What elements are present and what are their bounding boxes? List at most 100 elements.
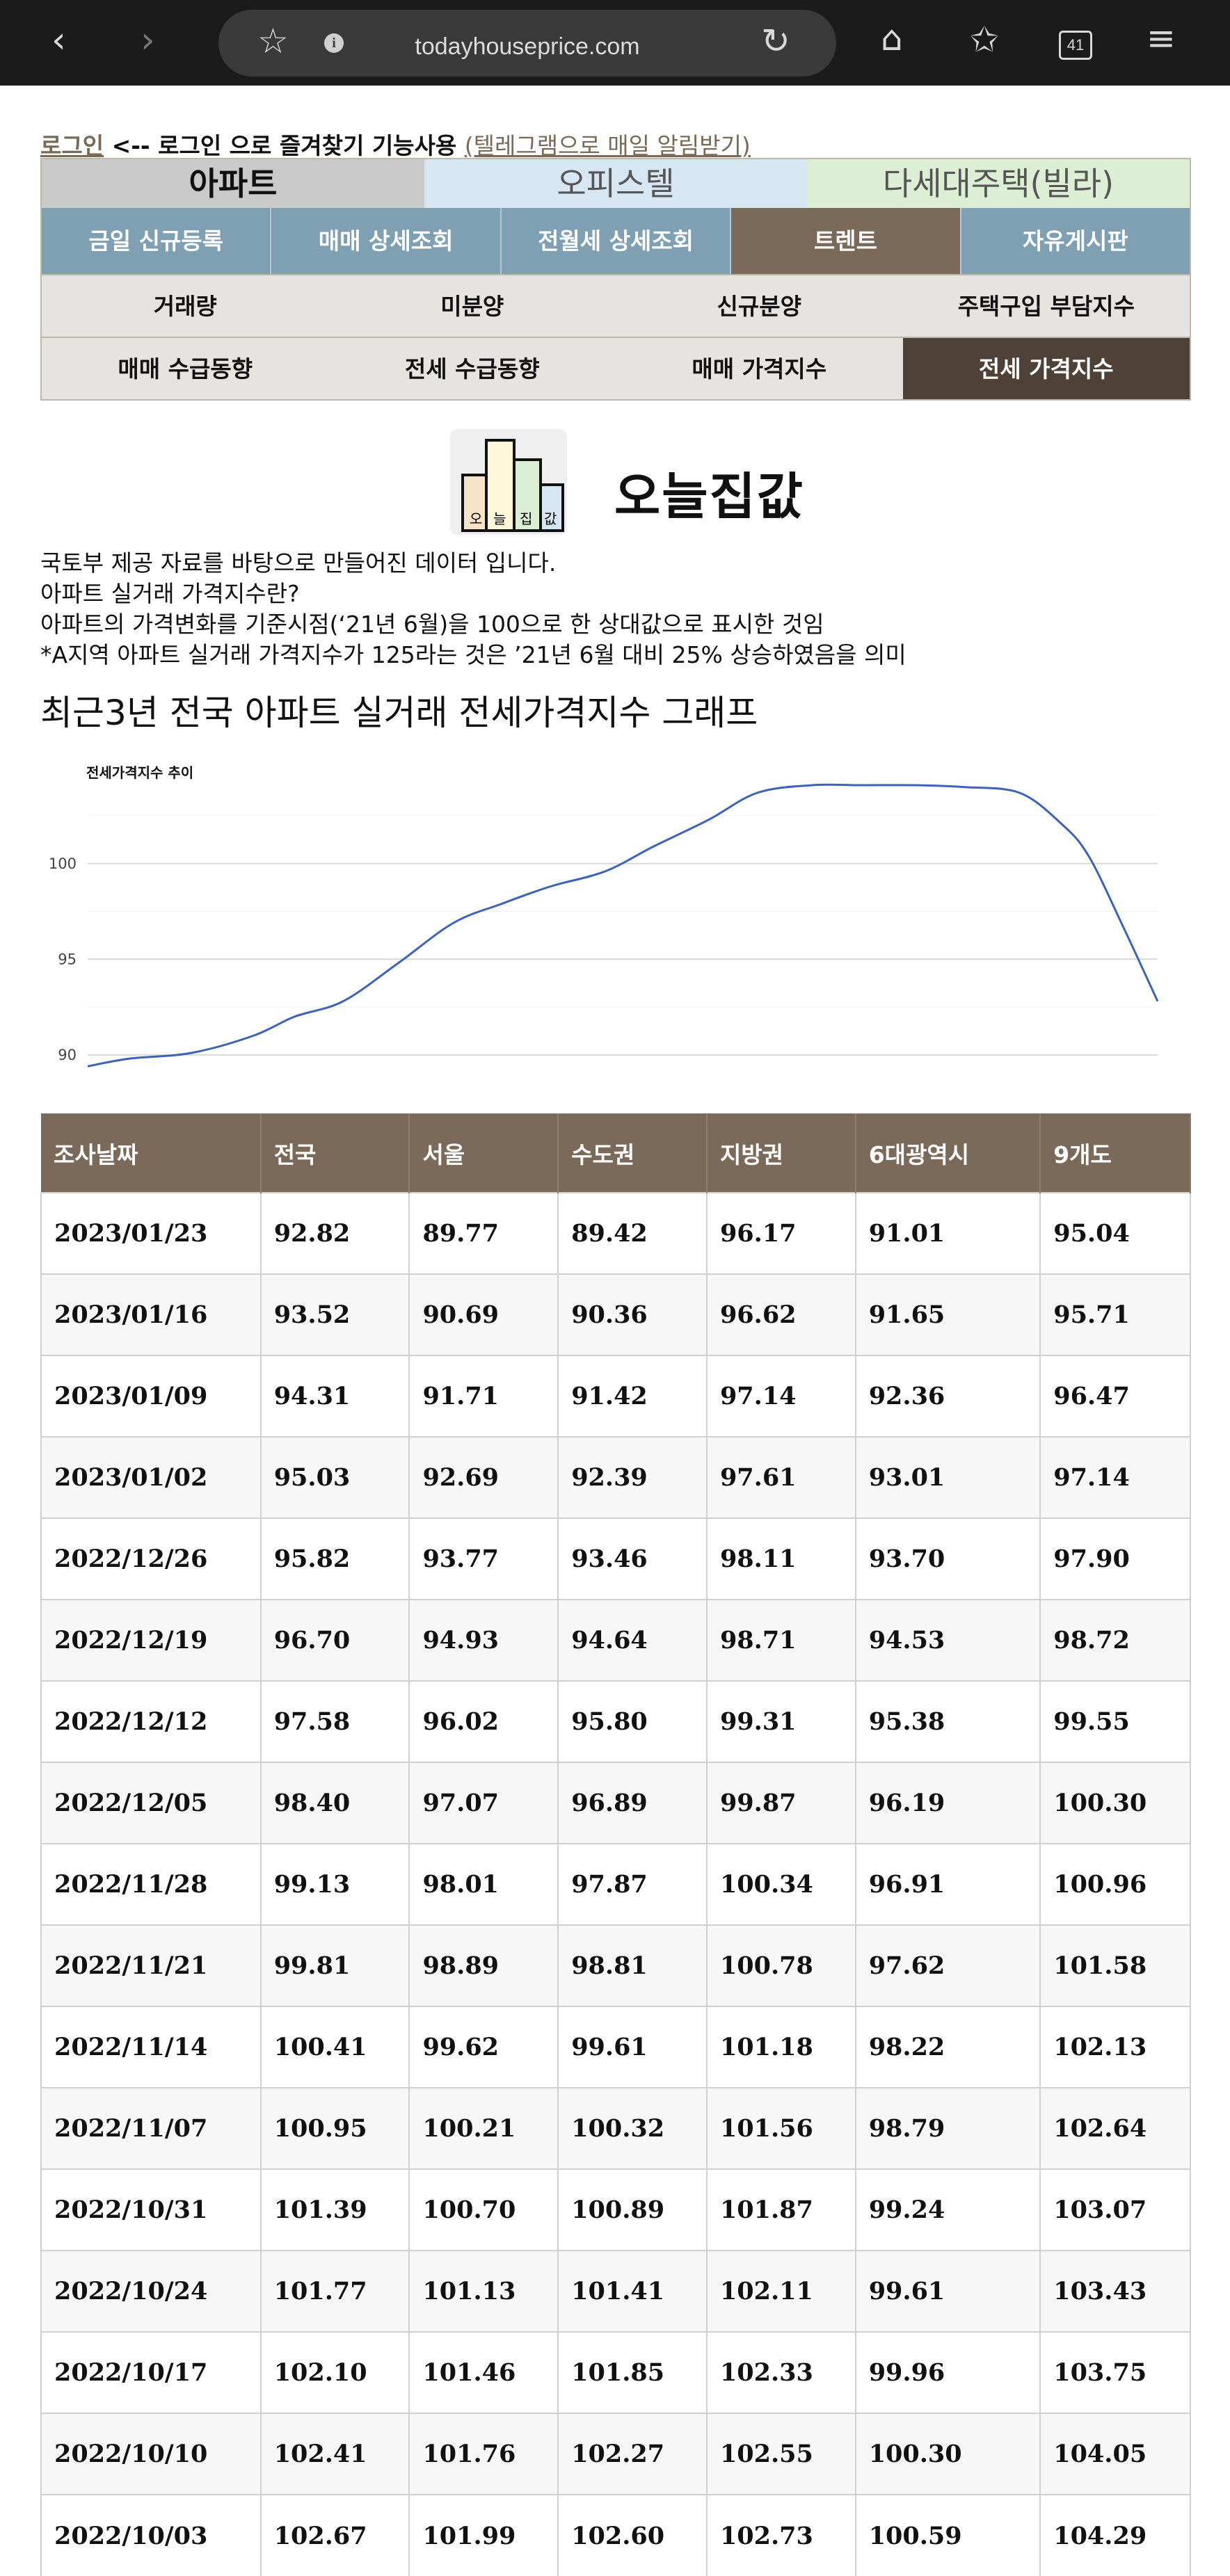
table-cell: 95.04 bbox=[1040, 1192, 1191, 1274]
table-cell: 97.62 bbox=[855, 1924, 1041, 2006]
description-line-2: 아파트 실거래 가격지수란? bbox=[40, 580, 300, 607]
nav-row-1: 금일 신규등록 매매 상세조회 전월세 상세조회 트렌트 자유게시판 bbox=[42, 208, 1190, 274]
table-cell: 91.42 bbox=[558, 1355, 708, 1437]
category-tabs: 아파트 오피스텔 다세대주택(빌라) bbox=[42, 159, 1190, 208]
site-info-icon[interactable]: i bbox=[324, 33, 344, 53]
table-cell: 2022/10/10 bbox=[40, 2413, 262, 2495]
site-logo[interactable]: 오 늘 집 값 오늘집값 bbox=[447, 426, 837, 545]
login-line: 로그인 <-- 로그인 으로 즐겨찾기 기능사용 (텔레그램으로 매일 알림받기… bbox=[40, 127, 751, 161]
table-cell: 93.01 bbox=[855, 1436, 1041, 1518]
table-cell: 95.71 bbox=[1040, 1273, 1191, 1355]
forward-icon[interactable]: › bbox=[141, 19, 155, 61]
logo-letter-1: 오 bbox=[470, 510, 482, 527]
table-cell: 2023/01/16 bbox=[40, 1273, 262, 1355]
table-cell: 97.87 bbox=[558, 1843, 708, 1925]
table-cell: 2023/01/09 bbox=[40, 1355, 262, 1437]
table-cell: 104.29 bbox=[1040, 2494, 1191, 2576]
login-link[interactable]: 로그인 bbox=[40, 132, 104, 159]
price-index-chart: 전세가격지수 추이90951002020/02/032020/05/182020… bbox=[40, 736, 1191, 1104]
logo-letter-4: 값 bbox=[544, 510, 557, 527]
nav-sale-detail[interactable]: 매매 상세조회 bbox=[271, 208, 502, 274]
table-cell: 94.31 bbox=[260, 1355, 410, 1437]
table-header-cell: 6대광역시 bbox=[855, 1113, 1041, 1193]
table-cell: 100.34 bbox=[706, 1843, 856, 1925]
table-cell: 99.87 bbox=[706, 1762, 856, 1844]
table-cell: 98.01 bbox=[409, 1843, 559, 1925]
table-cell: 98.81 bbox=[558, 1924, 708, 2006]
section-title: 최근3년 전국 아파트 실거래 전세가격지수 그래프 bbox=[40, 693, 758, 733]
table-cell: 103.75 bbox=[1040, 2331, 1191, 2413]
address-bar[interactable]: ☆ i todayhouseprice.com ↻ bbox=[218, 10, 836, 77]
table-row: 2022/10/17 102.10 101.46 101.85 102.33 99.96 1… bbox=[40, 2331, 1191, 2413]
table-row: 2023/01/02 95.03 92.69 92.39 97.61 93.01 97.14 bbox=[40, 1436, 1191, 1518]
nav-free-board[interactable]: 자유게시판 bbox=[961, 208, 1190, 274]
table-cell: 102.73 bbox=[706, 2494, 856, 2576]
table-row: 2022/11/28 99.13 98.01 97.87 100.34 96.91 100.… bbox=[40, 1843, 1191, 1925]
table-cell: 100.95 bbox=[260, 2087, 410, 2169]
table-cell: 98.40 bbox=[260, 1762, 410, 1844]
table-header-row: 조사날짜 전국 서울 수도권 지방권 6대광역시 9개도 bbox=[41, 1113, 1191, 1193]
table-cell: 102.64 bbox=[1040, 2087, 1191, 2169]
table-cell: 2022/10/24 bbox=[40, 2250, 262, 2332]
table-cell: 2022/11/14 bbox=[40, 2006, 262, 2088]
table-cell: 92.39 bbox=[558, 1436, 708, 1518]
table-cell: 2023/01/23 bbox=[40, 1192, 262, 1274]
table-cell: 99.24 bbox=[855, 2168, 1041, 2251]
table-cell: 91.01 bbox=[855, 1192, 1041, 1274]
nav-jeonse-supply[interactable]: 전세 수급동향 bbox=[328, 337, 616, 399]
favorites-icon[interactable]: ✩ bbox=[970, 19, 999, 60]
tab-apartment[interactable]: 아파트 bbox=[42, 159, 424, 208]
home-icon[interactable]: ⌂ bbox=[881, 18, 903, 58]
table-cell: 104.05 bbox=[1040, 2413, 1191, 2495]
nav-trend[interactable]: 트렌트 bbox=[731, 208, 961, 274]
menu-icon[interactable]: ≡ bbox=[1147, 18, 1176, 58]
chart-y-tick-label: 90 bbox=[58, 1047, 77, 1063]
table-row: 2022/12/05 98.40 97.07 96.89 99.87 96.19 100.3… bbox=[40, 1762, 1191, 1844]
table-cell: 101.76 bbox=[409, 2413, 559, 2495]
table-cell: 96.70 bbox=[260, 1599, 410, 1681]
table-cell: 100.41 bbox=[260, 2006, 410, 2088]
nav-volume[interactable]: 거래량 bbox=[42, 274, 329, 337]
table-cell: 2023/01/02 bbox=[40, 1436, 262, 1518]
nav-sale-supply[interactable]: 매매 수급동향 bbox=[42, 337, 329, 399]
nav-jeonse-price-index[interactable]: 전세 가격지수 bbox=[902, 337, 1190, 399]
table-cell: 97.61 bbox=[706, 1436, 856, 1518]
nav-affordability[interactable]: 주택구입 부담지수 bbox=[902, 274, 1190, 337]
table-cell: 96.91 bbox=[855, 1843, 1041, 1925]
table-cell: 100.96 bbox=[1040, 1843, 1191, 1925]
table-cell: 92.36 bbox=[855, 1355, 1041, 1437]
table-cell: 95.82 bbox=[260, 1518, 410, 1600]
table-cell: 98.22 bbox=[855, 2006, 1041, 2088]
table-cell: 100.89 bbox=[558, 2168, 708, 2251]
table-row: 2023/01/16 93.52 90.69 90.36 96.62 91.65 95.71 bbox=[40, 1273, 1191, 1355]
tabs-icon[interactable]: 41 bbox=[1059, 31, 1092, 60]
table-cell: 102.11 bbox=[706, 2250, 856, 2332]
table-cell: 97.14 bbox=[706, 1355, 856, 1437]
tab-villa[interactable]: 다세대주택(빌라) bbox=[807, 159, 1190, 208]
nav-new-sale[interactable]: 신규분양 bbox=[616, 274, 903, 337]
nav-rent-detail[interactable]: 전월세 상세조회 bbox=[501, 208, 732, 274]
table-cell: 94.93 bbox=[409, 1599, 559, 1681]
tab-officetel[interactable]: 오피스텔 bbox=[424, 159, 807, 208]
description: 국토부 제공 자료를 바탕으로 만들어진 데이터 입니다. 아파트 실거래 가격… bbox=[40, 548, 906, 670]
table-row: 2022/10/10 102.41 101.76 102.27 102.55 100.30… bbox=[40, 2413, 1191, 2495]
table-cell: 101.77 bbox=[260, 2250, 410, 2332]
table-cell: 93.52 bbox=[260, 1273, 410, 1355]
table-cell: 102.10 bbox=[260, 2331, 410, 2413]
telegram-link[interactable]: (텔레그램으로 매일 알림받기) bbox=[464, 132, 751, 159]
table-cell: 99.61 bbox=[855, 2250, 1041, 2332]
table-cell: 96.62 bbox=[706, 1273, 856, 1355]
back-icon[interactable]: ‹ bbox=[51, 19, 66, 61]
nav-unsold[interactable]: 미분양 bbox=[328, 274, 616, 337]
nav-sale-price-index[interactable]: 매매 가격지수 bbox=[616, 337, 903, 399]
table-cell: 97.58 bbox=[260, 1680, 410, 1762]
reload-icon[interactable]: ↻ bbox=[761, 21, 790, 61]
bookmark-star-icon[interactable]: ☆ bbox=[257, 21, 289, 61]
table-row: 2022/10/03 102.67 101.99 102.60 102.73 100.59… bbox=[40, 2494, 1191, 2576]
url-text[interactable]: todayhouseprice.com bbox=[415, 33, 640, 60]
nav-row-3: 매매 수급동향 전세 수급동향 매매 가격지수 전세 가격지수 bbox=[42, 337, 1190, 399]
table-row: 2023/01/23 92.82 89.77 89.42 96.17 91.01 95.04 bbox=[40, 1192, 1191, 1274]
chart-series-line bbox=[87, 783, 1159, 1068]
nav-new-registrations[interactable]: 금일 신규등록 bbox=[42, 208, 272, 274]
table-cell: 89.42 bbox=[558, 1192, 708, 1274]
